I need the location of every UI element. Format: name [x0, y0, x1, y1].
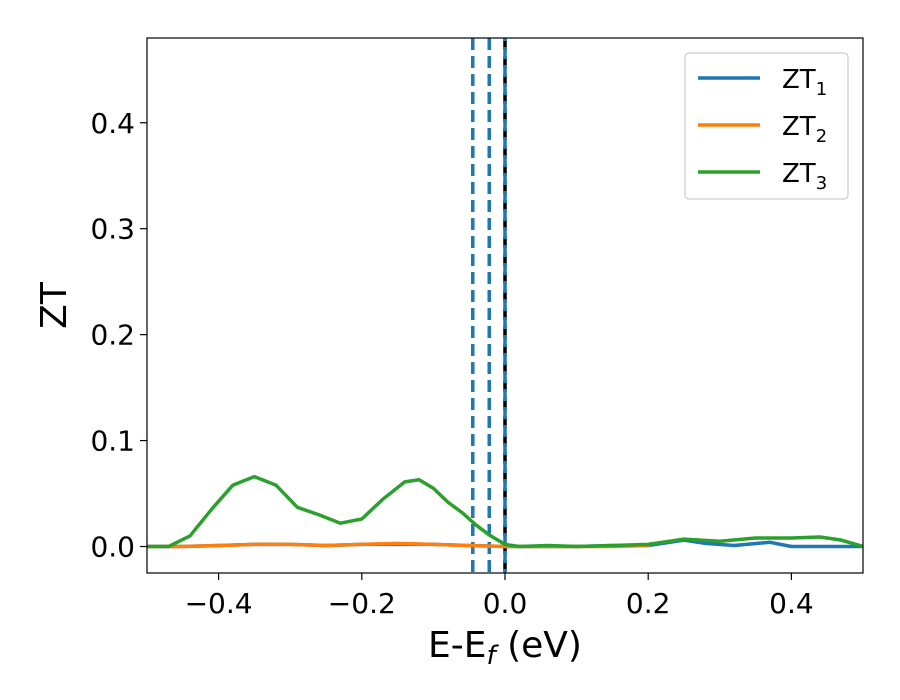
legend-label-zt1-main: ZT: [782, 65, 816, 95]
legend-label-zt2-main: ZT: [782, 112, 816, 142]
legend-label-zt2-sub: 2: [816, 126, 827, 147]
legend-label-zt1: ZT1: [782, 65, 827, 100]
x-tick-label-3: 0.2: [626, 587, 671, 620]
legend-label-zt3-sub: 3: [816, 173, 827, 194]
legend-box: [684, 52, 849, 200]
y-tick-label-2: 0.2: [90, 319, 135, 352]
x-axis-label: E-Ef (eV): [428, 625, 582, 671]
x-axis-label-unit: (eV): [496, 625, 582, 666]
x-tick-label-4: 0.4: [769, 587, 814, 620]
legend-label-zt3: ZT3: [782, 159, 827, 194]
series-line-zt3: [147, 474, 863, 549]
legend-item-zt3: ZT3: [698, 159, 827, 194]
legend: ZT1 ZT2 ZT3: [684, 52, 849, 200]
x-axis-label-main: E-E: [428, 625, 486, 666]
plot-area: [147, 38, 863, 573]
x-tick-label-2: 0.0: [483, 587, 528, 620]
x-tick-label-0: −0.4: [185, 587, 253, 620]
legend-label-zt2: ZT2: [782, 112, 827, 147]
y-tick-label-1: 0.1: [90, 425, 135, 458]
y-axis-label: ZT: [34, 281, 75, 329]
legend-item-zt2: ZT2: [698, 112, 827, 147]
legend-label-zt1-sub: 1: [816, 79, 827, 100]
y-tick-label-3: 0.3: [90, 213, 135, 246]
axis-ticks: −0.4 −0.2 0.0 0.2 0.4 0.0 0.1 0.2 0.3 0.4: [90, 107, 813, 620]
x-tick-label-1: −0.2: [328, 587, 396, 620]
legend-item-zt1: ZT1: [698, 65, 827, 100]
legend-label-zt3-main: ZT: [782, 159, 816, 189]
y-tick-label-4: 0.4: [90, 107, 135, 140]
y-tick-label-0: 0.0: [90, 531, 135, 564]
